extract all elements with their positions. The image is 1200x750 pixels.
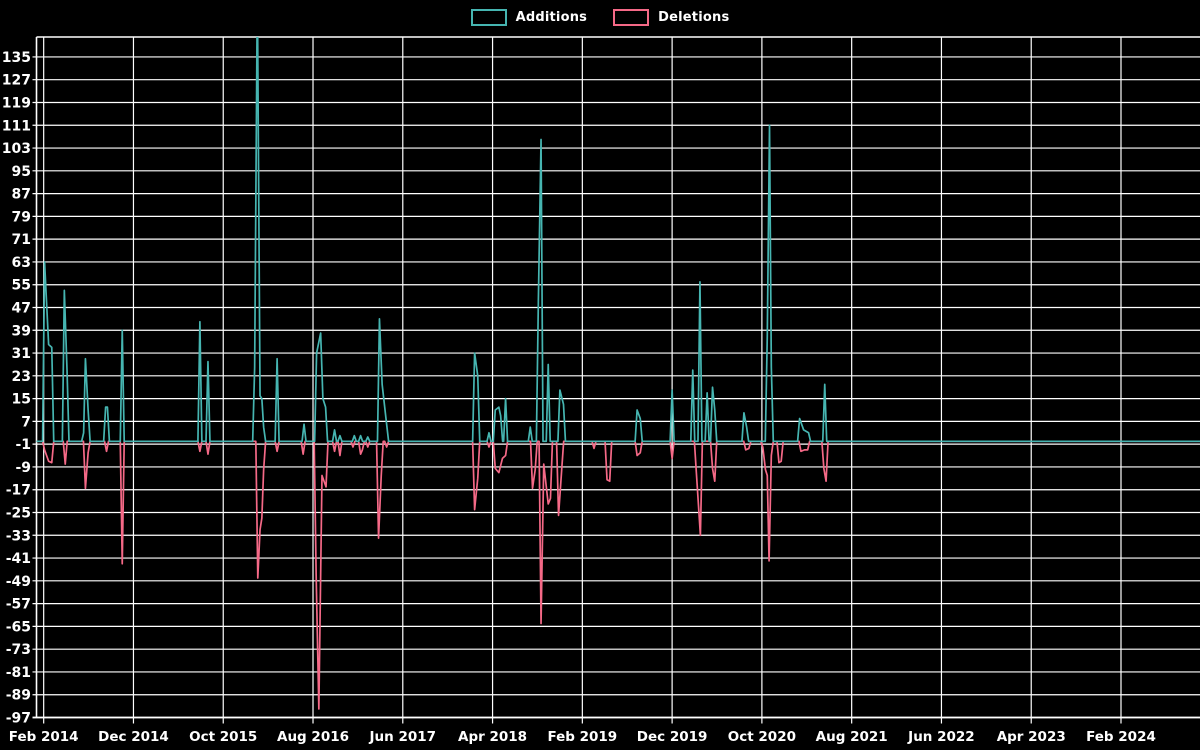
svg-text:Jun 2017: Jun 2017 xyxy=(369,729,437,745)
svg-text:39: 39 xyxy=(12,323,31,339)
svg-text:-33: -33 xyxy=(6,528,31,544)
svg-text:-65: -65 xyxy=(6,619,31,635)
svg-text:55: 55 xyxy=(12,278,31,294)
additions-legend-label: Additions xyxy=(515,9,588,25)
svg-text:111: 111 xyxy=(2,118,31,134)
svg-text:-25: -25 xyxy=(6,505,31,521)
svg-text:-81: -81 xyxy=(6,665,31,681)
svg-text:Dec 2019: Dec 2019 xyxy=(637,729,708,745)
legend: Additions Deletions xyxy=(0,4,1200,30)
svg-text:Aug 2016: Aug 2016 xyxy=(277,729,349,745)
legend-item-additions: Additions xyxy=(470,8,588,26)
deletions-line xyxy=(36,440,1200,710)
svg-text:Feb 2024: Feb 2024 xyxy=(1086,729,1156,745)
svg-text:-97: -97 xyxy=(6,711,31,727)
legend-item-deletions: Deletions xyxy=(613,8,730,26)
svg-text:Feb 2019: Feb 2019 xyxy=(547,729,617,745)
svg-text:Jun 2022: Jun 2022 xyxy=(907,729,975,745)
svg-text:119: 119 xyxy=(2,95,31,111)
svg-text:23: 23 xyxy=(12,369,31,385)
svg-text:Apr 2018: Apr 2018 xyxy=(458,729,527,745)
svg-text:15: 15 xyxy=(12,392,31,408)
series-lines xyxy=(36,37,1200,710)
svg-text:7: 7 xyxy=(21,414,31,430)
svg-text:Apr 2023: Apr 2023 xyxy=(997,729,1066,745)
svg-text:-57: -57 xyxy=(6,597,31,613)
svg-text:79: 79 xyxy=(12,209,31,225)
svg-text:31: 31 xyxy=(12,346,31,362)
y-grid xyxy=(32,56,1200,719)
svg-text:-89: -89 xyxy=(6,688,31,704)
svg-text:Oct 2015: Oct 2015 xyxy=(189,729,257,745)
svg-text:Aug 2021: Aug 2021 xyxy=(816,729,888,745)
deletions-swatch-icon xyxy=(613,8,650,26)
svg-text:103: 103 xyxy=(2,141,31,157)
additions-line xyxy=(36,37,1200,443)
svg-text:-73: -73 xyxy=(6,642,31,658)
svg-text:-49: -49 xyxy=(6,574,31,590)
svg-text:95: 95 xyxy=(12,164,31,180)
additions-swatch-icon xyxy=(470,8,507,26)
svg-text:127: 127 xyxy=(2,73,31,89)
x-tick-labels: Feb 2014 Dec 2014 Oct 2015 Aug 2016 Jun 2017… xyxy=(9,729,1156,745)
svg-text:Feb 2014: Feb 2014 xyxy=(9,729,79,745)
svg-text:Oct 2020: Oct 2020 xyxy=(728,729,796,745)
deletions-legend-label: Deletions xyxy=(658,9,730,25)
svg-text:71: 71 xyxy=(12,232,31,248)
svg-text:-41: -41 xyxy=(6,551,31,567)
svg-text:-17: -17 xyxy=(6,483,31,499)
x-grid xyxy=(43,37,1122,724)
y-tick-labels: 135 127 119 111 103 95 87 79 71 63 55 47 39 31 23 15 7 -1… xyxy=(2,50,31,727)
svg-text:87: 87 xyxy=(12,187,31,203)
svg-text:63: 63 xyxy=(12,255,31,271)
svg-text:Dec 2014: Dec 2014 xyxy=(98,729,169,745)
svg-text:47: 47 xyxy=(12,300,31,316)
svg-text:-1: -1 xyxy=(15,437,31,453)
axes-spines xyxy=(32,36,1200,719)
svg-text:-9: -9 xyxy=(15,460,31,476)
svg-text:135: 135 xyxy=(2,50,31,66)
